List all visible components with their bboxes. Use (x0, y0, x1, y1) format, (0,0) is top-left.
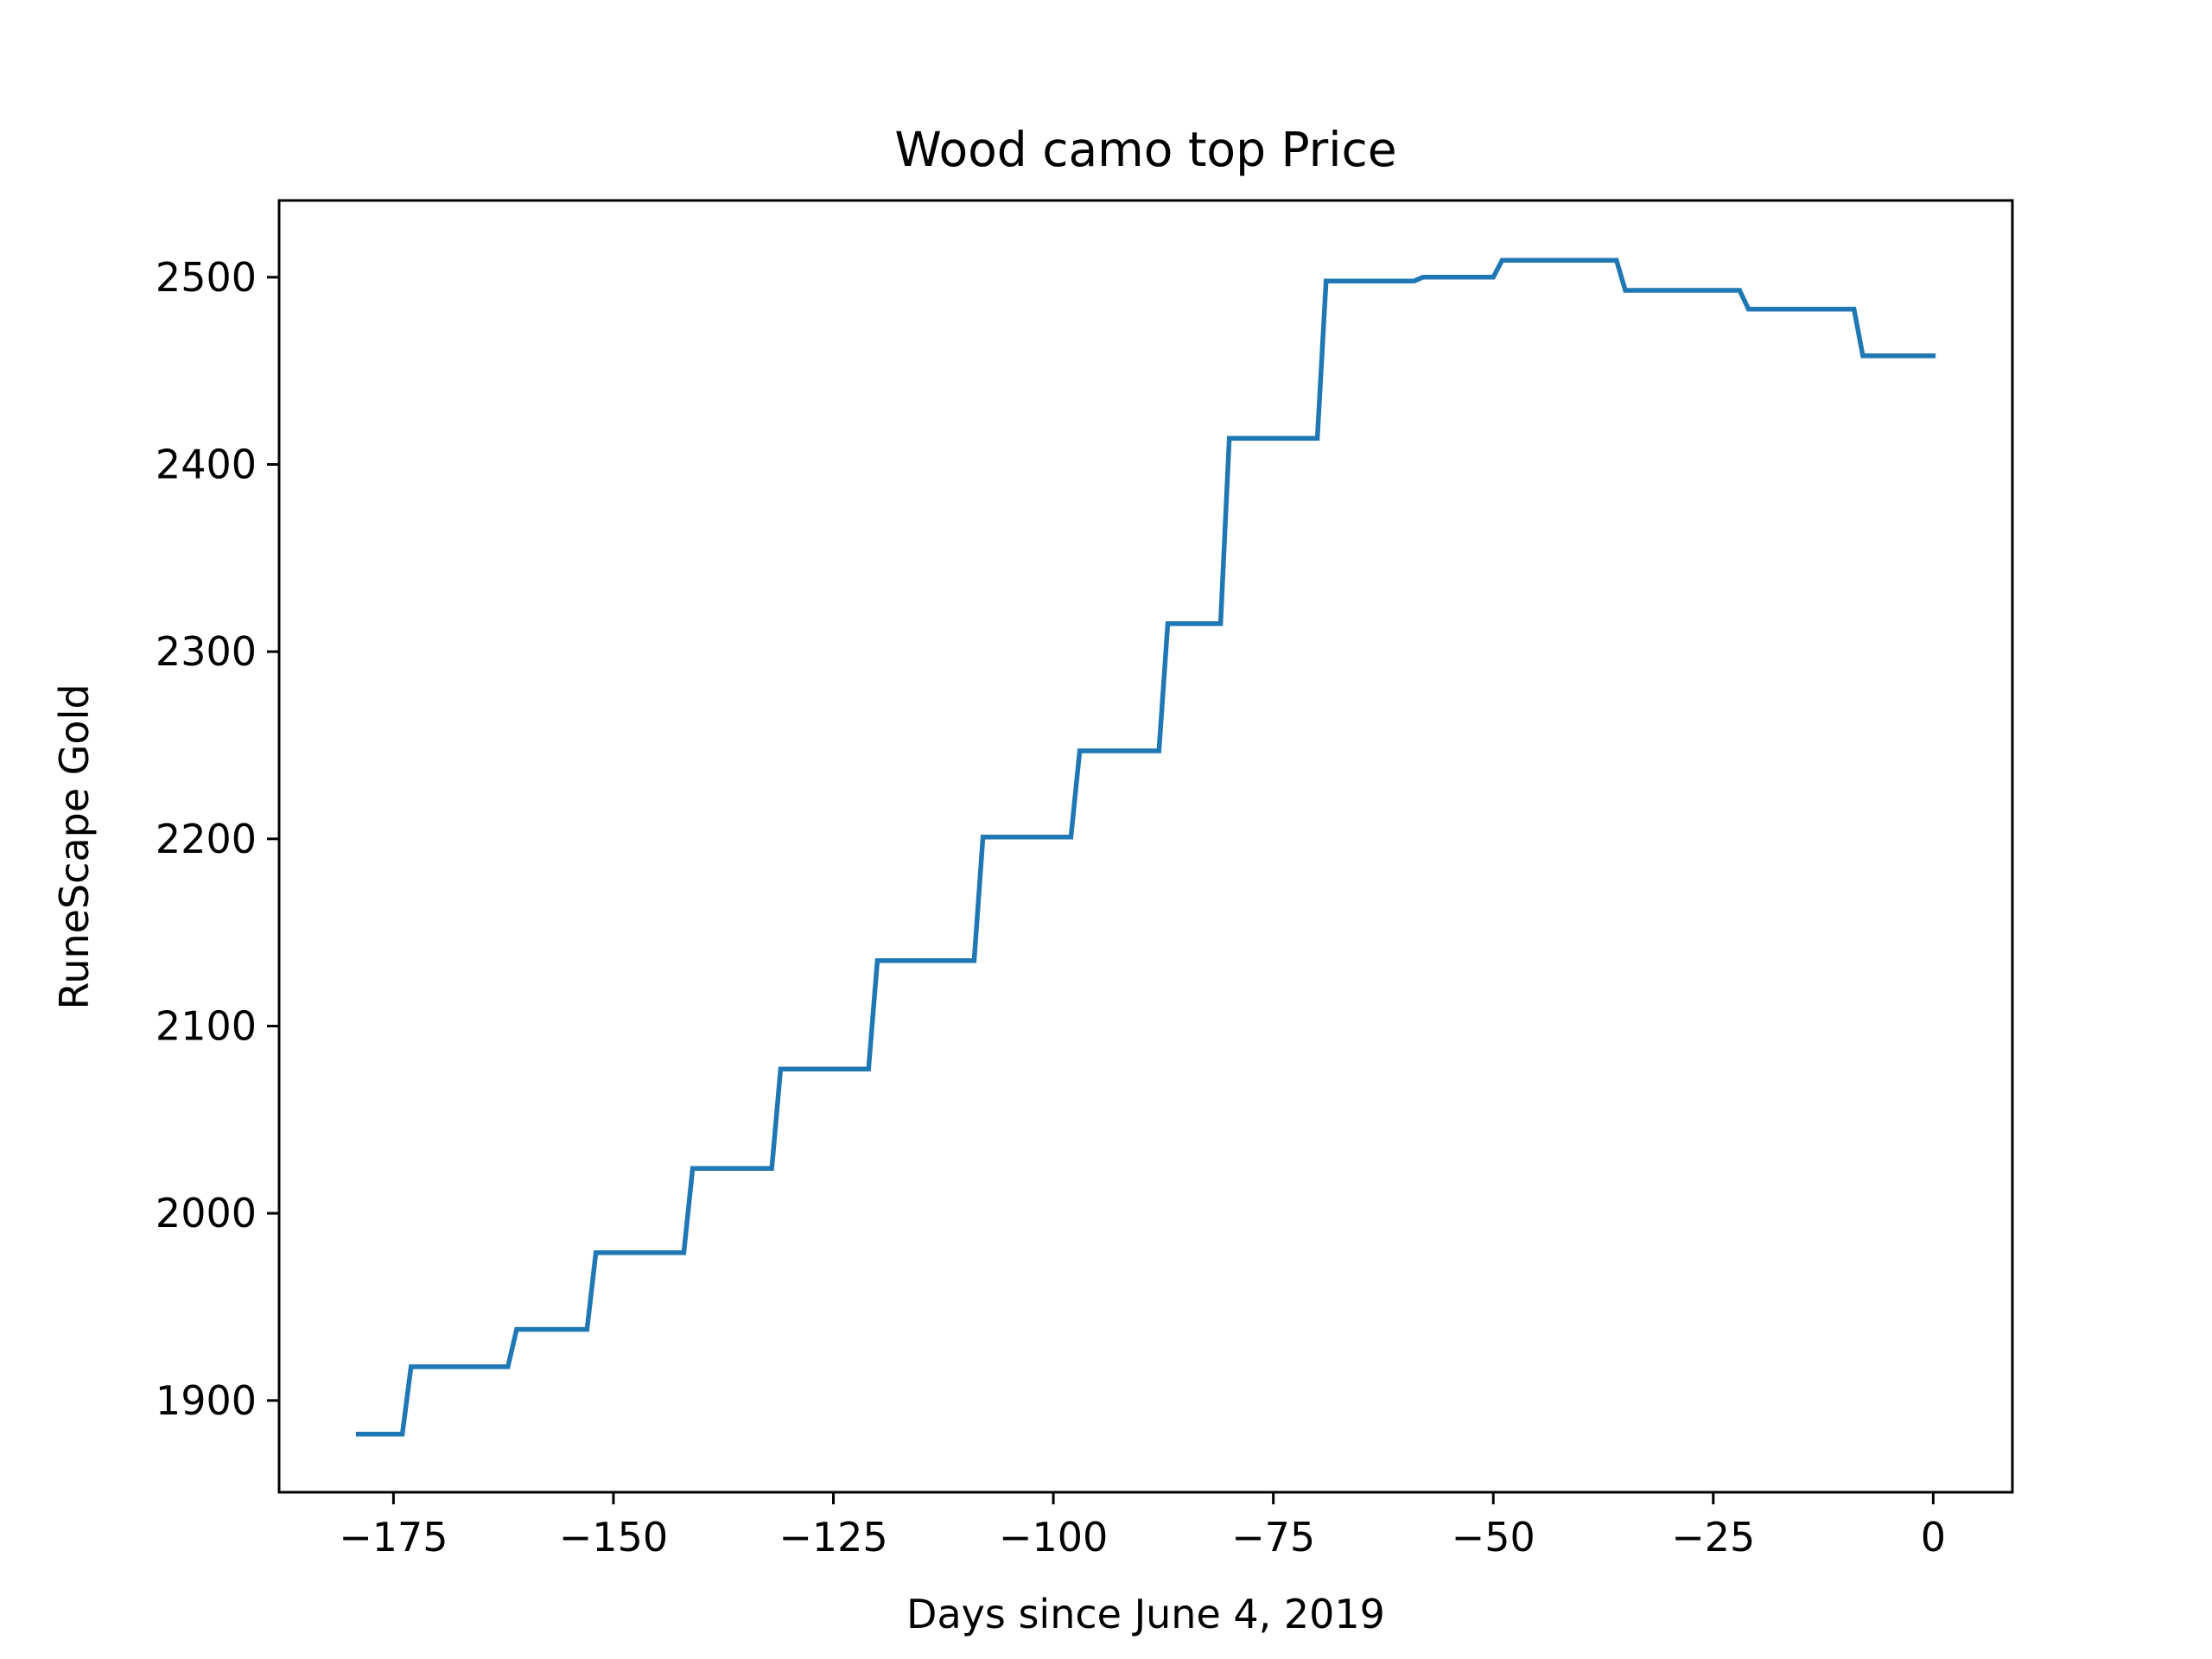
y-tick-label: 2500 (156, 254, 257, 301)
y-tick-label: 2300 (156, 628, 257, 675)
x-axis-ticks: −175 −150 −125 −100 −75 −50 −25 0 (339, 1492, 1946, 1560)
plot-area-frame (277, 199, 2014, 1494)
x-tick-label: −100 (999, 1514, 1108, 1560)
x-tick-label: −150 (559, 1514, 668, 1560)
series-layer (355, 257, 1936, 1437)
x-tick-label: −175 (339, 1514, 448, 1560)
x-tick-label: 0 (1921, 1514, 1946, 1560)
y-axis-label: RuneScape Gold (51, 683, 98, 1009)
x-tick-label: −125 (779, 1514, 887, 1560)
series-line-0 (355, 257, 1936, 1437)
x-tick-label: −25 (1671, 1514, 1755, 1560)
y-tick-label: 2100 (156, 1003, 257, 1050)
x-tick-label: −50 (1452, 1514, 1535, 1560)
y-axis-ticks: 1900 2000 2100 2200 2300 2400 2500 (156, 254, 279, 1424)
y-tick-label: 1900 (156, 1377, 257, 1424)
x-tick-label: −75 (1231, 1514, 1315, 1560)
x-axis-label: Days since June 4, 2019 (906, 1591, 1385, 1637)
y-tick-label: 2400 (156, 442, 257, 488)
chart-title: Wood camo top Price (894, 122, 1396, 177)
y-tick-label: 2000 (156, 1190, 257, 1236)
y-tick-label: 2200 (156, 816, 257, 862)
